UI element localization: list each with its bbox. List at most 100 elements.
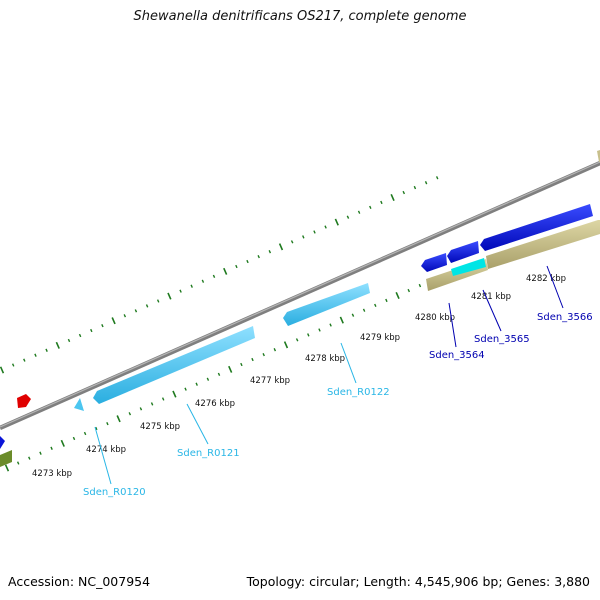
outer-minor-tick: [212, 274, 216, 278]
outer-minor-tick: [235, 264, 238, 269]
outer-major-tick: [223, 267, 228, 275]
backbone-highlight: [0, 161, 600, 428]
outer-minor-tick: [101, 324, 104, 328]
feature-sden-r0122[interactable]: [283, 283, 370, 326]
inner-minor-tick: [150, 402, 154, 406]
inner-major-tick: [339, 316, 344, 324]
inner-minor-tick: [362, 308, 366, 312]
leader-line-sden-3566: [546, 265, 564, 309]
inner-minor-tick: [139, 407, 143, 411]
kbp-label: 4279 kbp: [360, 333, 400, 343]
gene-label-sden-3566[interactable]: Sden_3566: [537, 312, 593, 323]
outer-minor-tick: [123, 314, 127, 318]
outer-minor-tick: [313, 230, 316, 234]
outer-minor-tick: [134, 309, 138, 313]
outer-minor-tick: [380, 200, 383, 205]
inner-minor-tick: [351, 313, 355, 317]
inner-minor-tick: [39, 451, 42, 455]
outer-minor-tick: [435, 176, 439, 180]
inner-minor-tick: [28, 456, 31, 460]
kbp-label: 4281 kbp: [471, 292, 511, 302]
inner-minor-tick: [206, 377, 210, 381]
outer-minor-tick: [413, 185, 417, 190]
outer-minor-tick: [246, 259, 249, 264]
outer-minor-tick: [257, 255, 260, 259]
inner-major-tick: [283, 341, 289, 349]
feature-tan-top-right[interactable]: [597, 150, 600, 162]
outer-minor-tick: [424, 181, 428, 185]
kbp-label: 4274 kbp: [86, 445, 126, 455]
feature-sden-3566[interactable]: [480, 204, 593, 251]
gene-label-sden-r0122[interactable]: Sden_R0122: [327, 387, 390, 398]
feature-left-blue[interactable]: [0, 436, 5, 449]
genome-stats-text: Topology: circular; Length: 4,545,906 bp…: [246, 574, 590, 589]
inner-major-tick: [228, 365, 233, 373]
outer-minor-tick: [268, 250, 272, 254]
feature-sden-3564[interactable]: [421, 253, 447, 272]
kbp-label: 4276 kbp: [195, 399, 235, 409]
ruler-labels: 4273 kbp 4274 kbp 4275 kbp 4276 kbp 4277…: [32, 274, 566, 479]
kbp-label: 4278 kbp: [305, 354, 345, 364]
inner-minor-tick: [251, 357, 254, 362]
inner-minor-tick: [16, 461, 20, 465]
outer-minor-tick: [369, 205, 372, 209]
outer-minor-tick: [45, 348, 48, 352]
outer-tick-ring: [0, 176, 439, 374]
inner-minor-tick: [374, 303, 377, 307]
inner-major-tick: [60, 439, 65, 447]
feature-left-olive[interactable]: [0, 450, 12, 467]
outer-major-tick: [278, 243, 284, 251]
outer-minor-tick: [156, 299, 160, 303]
inner-minor-tick: [329, 323, 332, 327]
feature-cyan-small[interactable]: [451, 258, 486, 276]
inner-minor-tick: [161, 397, 165, 401]
inner-minor-tick: [385, 298, 388, 303]
outer-major-tick: [334, 218, 339, 226]
inner-minor-tick: [418, 283, 422, 288]
inner-major-tick: [395, 291, 400, 300]
outer-minor-tick: [302, 235, 305, 239]
feature-sden-3565[interactable]: [447, 241, 479, 263]
leader-line-sden-r0121: [186, 403, 209, 445]
outer-major-tick: [111, 317, 116, 325]
outer-minor-tick: [179, 289, 182, 293]
inner-minor-tick: [240, 362, 243, 367]
inner-minor-tick: [407, 288, 411, 293]
inner-tick-ring: [4, 274, 444, 472]
outer-minor-tick: [23, 358, 26, 362]
inner-minor-tick: [106, 422, 109, 426]
feature-small-cyan[interactable]: [74, 398, 84, 411]
inner-major-tick: [116, 415, 121, 423]
gene-label-sden-r0120[interactable]: Sden_R0120: [83, 487, 146, 498]
outer-minor-tick: [357, 210, 361, 214]
inner-minor-tick: [273, 348, 277, 352]
outer-major-tick: [390, 193, 395, 202]
gene-label-sden-3564[interactable]: Sden_3564: [429, 350, 485, 361]
outer-minor-tick: [90, 328, 93, 333]
outer-minor-tick: [67, 338, 71, 343]
gene-label-sden-3565[interactable]: Sden_3565: [474, 334, 530, 345]
kbp-label: 4282 kbp: [526, 274, 566, 284]
leader-line-sden-3565: [482, 289, 502, 332]
inner-minor-tick: [50, 446, 53, 450]
outer-minor-tick: [201, 279, 205, 283]
feature-sden-r0121[interactable]: [93, 326, 255, 404]
feature-tan-long[interactable]: [486, 220, 600, 269]
gene-label-sden-r0121[interactable]: Sden_R0121: [177, 448, 240, 459]
inner-major-tick: [4, 464, 10, 472]
outer-major-tick: [0, 366, 5, 374]
inner-major-tick: [172, 390, 177, 398]
inner-minor-tick: [262, 353, 265, 357]
inner-minor-tick: [95, 426, 98, 431]
inner-minor-tick: [217, 372, 221, 376]
inner-minor-tick: [318, 328, 321, 332]
feature-red-marker[interactable]: [17, 394, 31, 408]
inner-minor-tick: [72, 436, 76, 441]
genome-backbone: [0, 160, 600, 431]
inner-minor-tick: [128, 412, 132, 416]
outer-minor-tick: [402, 190, 406, 195]
map-title: Shewanella denitrificans OS217, complete…: [133, 9, 467, 24]
inner-minor-tick: [83, 431, 87, 436]
